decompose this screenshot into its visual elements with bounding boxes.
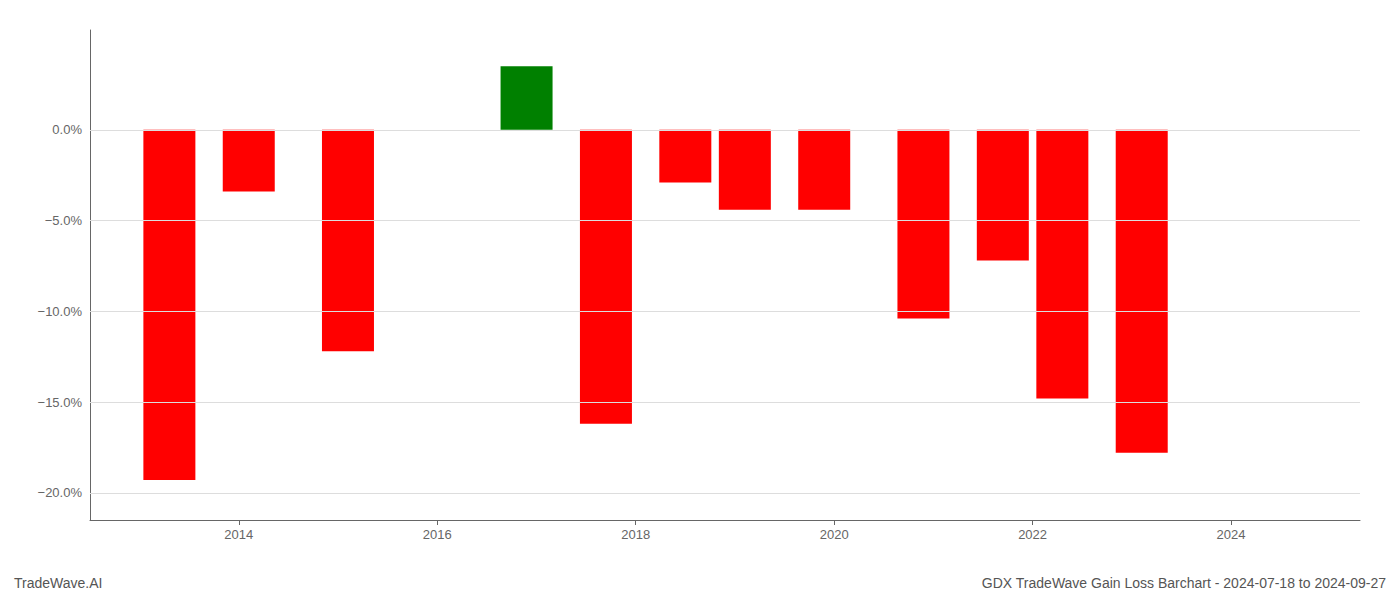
svg-text:−20.0%: −20.0% [38, 485, 83, 500]
svg-text:GDX TradeWave Gain Loss Barcha: GDX TradeWave Gain Loss Barchart - 2024-… [982, 575, 1386, 591]
svg-text:−15.0%: −15.0% [38, 395, 83, 410]
svg-text:2022: 2022 [1018, 527, 1047, 542]
svg-text:−10.0%: −10.0% [38, 304, 83, 319]
svg-text:−5.0%: −5.0% [45, 213, 83, 228]
svg-text:2018: 2018 [621, 527, 650, 542]
svg-text:TradeWave.AI: TradeWave.AI [14, 575, 102, 591]
svg-text:2020: 2020 [820, 527, 849, 542]
svg-text:0.0%: 0.0% [52, 122, 82, 137]
svg-text:2024: 2024 [1217, 527, 1246, 542]
svg-text:2016: 2016 [423, 527, 452, 542]
svg-text:2014: 2014 [224, 527, 253, 542]
